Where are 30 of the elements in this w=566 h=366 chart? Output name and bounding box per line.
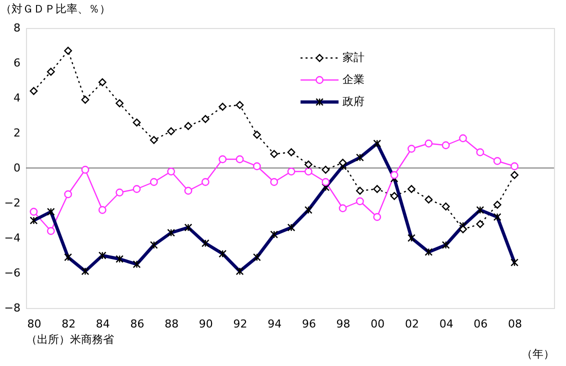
- x-tick-label: 00: [370, 318, 385, 330]
- x-tick-label: 86: [130, 318, 144, 330]
- x-tick-label: 98: [336, 318, 350, 330]
- x-tick-label: 92: [233, 318, 248, 330]
- y-tick-label: 4: [14, 92, 20, 104]
- x-tick-label: 08: [508, 318, 522, 330]
- legend-label: 家計: [342, 51, 365, 64]
- x-tick-label: 88: [164, 318, 179, 330]
- x-tick-label: 84: [96, 318, 110, 330]
- x-tick-label: 06: [474, 318, 488, 330]
- y-axis-title: （対ＧＤＰ比率、％）: [0, 2, 110, 16]
- y-tick-label: 6: [14, 56, 20, 70]
- text: （出所）米商務省: [26, 333, 114, 346]
- legend-label: 企業: [342, 73, 365, 86]
- y-tick-label: 2: [14, 126, 20, 140]
- x-tick-label: 80: [27, 318, 42, 330]
- y-tick-label: 8: [14, 22, 20, 34]
- y-tick-label: −4: [4, 232, 20, 244]
- x-tick-label: 90: [198, 318, 213, 330]
- x-tick-label: 96: [302, 318, 316, 330]
- y-tick-label: −2: [4, 196, 20, 210]
- legend-label: 政府: [342, 95, 365, 108]
- x-axis-title: （年）: [522, 348, 554, 360]
- x-tick-label: 04: [439, 318, 454, 330]
- y-tick-label: −6: [4, 266, 20, 280]
- x-tick-label: 02: [404, 318, 419, 330]
- y-tick-label: −8: [4, 302, 20, 314]
- y-tick-label: 0: [14, 162, 20, 174]
- x-tick-label: 94: [268, 318, 282, 330]
- x-tick-label: 82: [62, 318, 76, 330]
